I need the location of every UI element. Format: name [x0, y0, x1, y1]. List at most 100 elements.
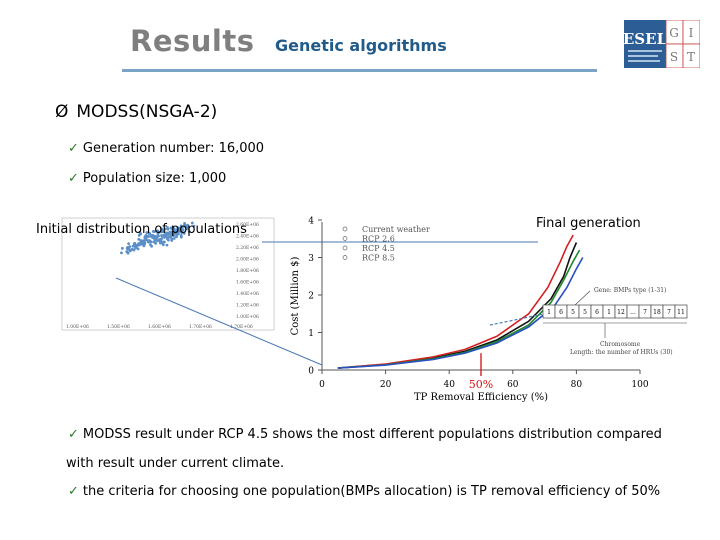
fifty-percent-label: 50% — [469, 378, 493, 391]
result-bullet-2: ✓ the criteria for choosing one populatio… — [68, 484, 660, 499]
bullet-population: ✓ Population size: 1,000 — [68, 171, 226, 186]
legend-label: Current weather — [362, 225, 430, 234]
bullet-text: Population size: 1,000 — [82, 171, 227, 186]
legend-label: RCP 8.5 — [362, 254, 395, 263]
gene-value: 5 — [571, 309, 575, 316]
scatter-point — [178, 228, 181, 232]
gene-value: 12 — [617, 309, 625, 316]
legend-marker — [342, 226, 348, 232]
scatter-point — [160, 228, 164, 232]
gene-value: 18 — [653, 309, 661, 316]
scatter-y-tick: 1.40E+06 — [236, 291, 259, 297]
scatter-point — [120, 251, 123, 255]
scatter-point — [139, 239, 143, 243]
x-tick-label: 100 — [631, 380, 648, 390]
logo-letter-i: I — [689, 26, 694, 40]
bullet-text: Generation number: 16,000 — [82, 141, 265, 156]
x-tick-label: 60 — [507, 380, 519, 390]
scatter-point — [157, 234, 160, 238]
chromosome-label: Chromosome — [600, 341, 641, 348]
scatter-point — [143, 236, 147, 240]
scatter-point — [181, 228, 185, 232]
check-icon: ✓ — [68, 484, 79, 499]
scatter-x-ticks: 1.00E+06 1.50E+06 1.60E+06 1.70E+06 1.70E+06 — [66, 324, 253, 330]
scatter-x-tick: 1.70E+06 — [189, 324, 212, 330]
fifty-percent-marker: 50% — [467, 353, 495, 391]
legend-label: RCP 4.5 — [362, 244, 395, 253]
x-tick-label: 20 — [380, 380, 392, 390]
legend-marker — [342, 245, 348, 251]
y-axis-label: Cost (Million $) — [290, 256, 301, 335]
section-heading: Ø MODSS(NSGA-2) — [55, 102, 217, 122]
scatter-point — [160, 234, 164, 238]
scatter-point — [187, 230, 191, 233]
scatter-point — [186, 226, 190, 230]
scatter-y-tick: 1.00E+06 — [236, 314, 259, 320]
main-y-ticks: 0 1 2 3 4 — [308, 217, 322, 377]
connector-line — [115, 277, 323, 366]
scatter-point — [169, 234, 173, 238]
scatter-point — [175, 235, 178, 239]
scatter-point — [161, 243, 165, 247]
gene-value: 5 — [583, 309, 587, 316]
scatter-x-tick: 1.50E+06 — [107, 324, 130, 330]
x-tick-label: 80 — [571, 380, 583, 390]
scatter-x-tick: 1.70E+06 — [230, 324, 253, 330]
gene-value: ... — [630, 309, 636, 316]
scatter-point — [179, 235, 183, 239]
page-title: Results — [130, 24, 255, 58]
scatter-point — [128, 245, 132, 248]
scatter-y-tick: 2.20E+06 — [236, 245, 259, 251]
scatter-point — [170, 227, 174, 230]
result-bullet-1: ✓ MODSS result under RCP 4.5 shows the mo… — [68, 427, 662, 442]
gene-value: 11 — [677, 309, 685, 316]
scatter-point — [182, 232, 186, 235]
fifty-percent-box — [467, 376, 495, 391]
scatter-point — [127, 242, 131, 246]
scatter-y-tick: 1.20E+06 — [236, 303, 259, 309]
y-tick-label: 1 — [308, 329, 314, 339]
gene-value: 1 — [547, 309, 551, 316]
scatter-point — [163, 227, 167, 231]
logo-letter-s: S — [670, 50, 678, 64]
scatter-y-tick: 1.80E+06 — [236, 268, 259, 274]
scatter-points — [120, 221, 196, 255]
scatter-point — [150, 244, 154, 248]
scatter-y-tick: 2.60E+06 — [236, 222, 259, 228]
scatter-point — [172, 229, 177, 235]
initial-scatter-chart: 2.60E+06 2.40E+06 2.20E+06 2.00E+06 1.80E+06… — [61, 217, 275, 331]
check-icon: ✓ — [68, 427, 79, 442]
gene-cells: 1 6 5 5 6 1 12... 7 18 7 11 — [542, 304, 688, 338]
scatter-x-tick: 1.60E+06 — [148, 324, 171, 330]
series-line — [337, 234, 574, 369]
scatter-y-tick: 1.60E+06 — [236, 280, 259, 286]
scatter-point — [132, 242, 136, 246]
gene-value: 7 — [643, 309, 647, 316]
bullet-text: MODSS result under RCP 4.5 shows the mos… — [82, 427, 662, 442]
scatter-point — [165, 243, 169, 247]
scatter-point — [136, 247, 140, 251]
x-tick-label: 0 — [319, 380, 325, 390]
scatter-point — [163, 235, 166, 239]
scatter-point — [155, 236, 159, 240]
gene-label: Gene: BMPs type (1-31) — [594, 287, 666, 294]
scatter-point — [137, 237, 141, 241]
scatter-point — [125, 250, 129, 254]
scatter-point — [157, 231, 161, 234]
scatter-point — [137, 233, 141, 237]
gene-value: 7 — [667, 309, 671, 316]
scatter-point — [172, 234, 175, 238]
series-line — [337, 257, 584, 369]
check-icon: ✓ — [68, 141, 79, 156]
scatter-point — [138, 230, 142, 234]
logo-letter-t: T — [687, 50, 695, 64]
initial-distribution-label: Initial distribution of populations — [36, 222, 247, 237]
scatter-point — [145, 231, 149, 235]
scatter-point — [157, 237, 163, 243]
gene-value: 1 — [607, 309, 611, 316]
inset-arrow — [489, 313, 544, 326]
arrow-bullet-icon: Ø — [55, 102, 69, 122]
legend-marker — [342, 236, 348, 241]
